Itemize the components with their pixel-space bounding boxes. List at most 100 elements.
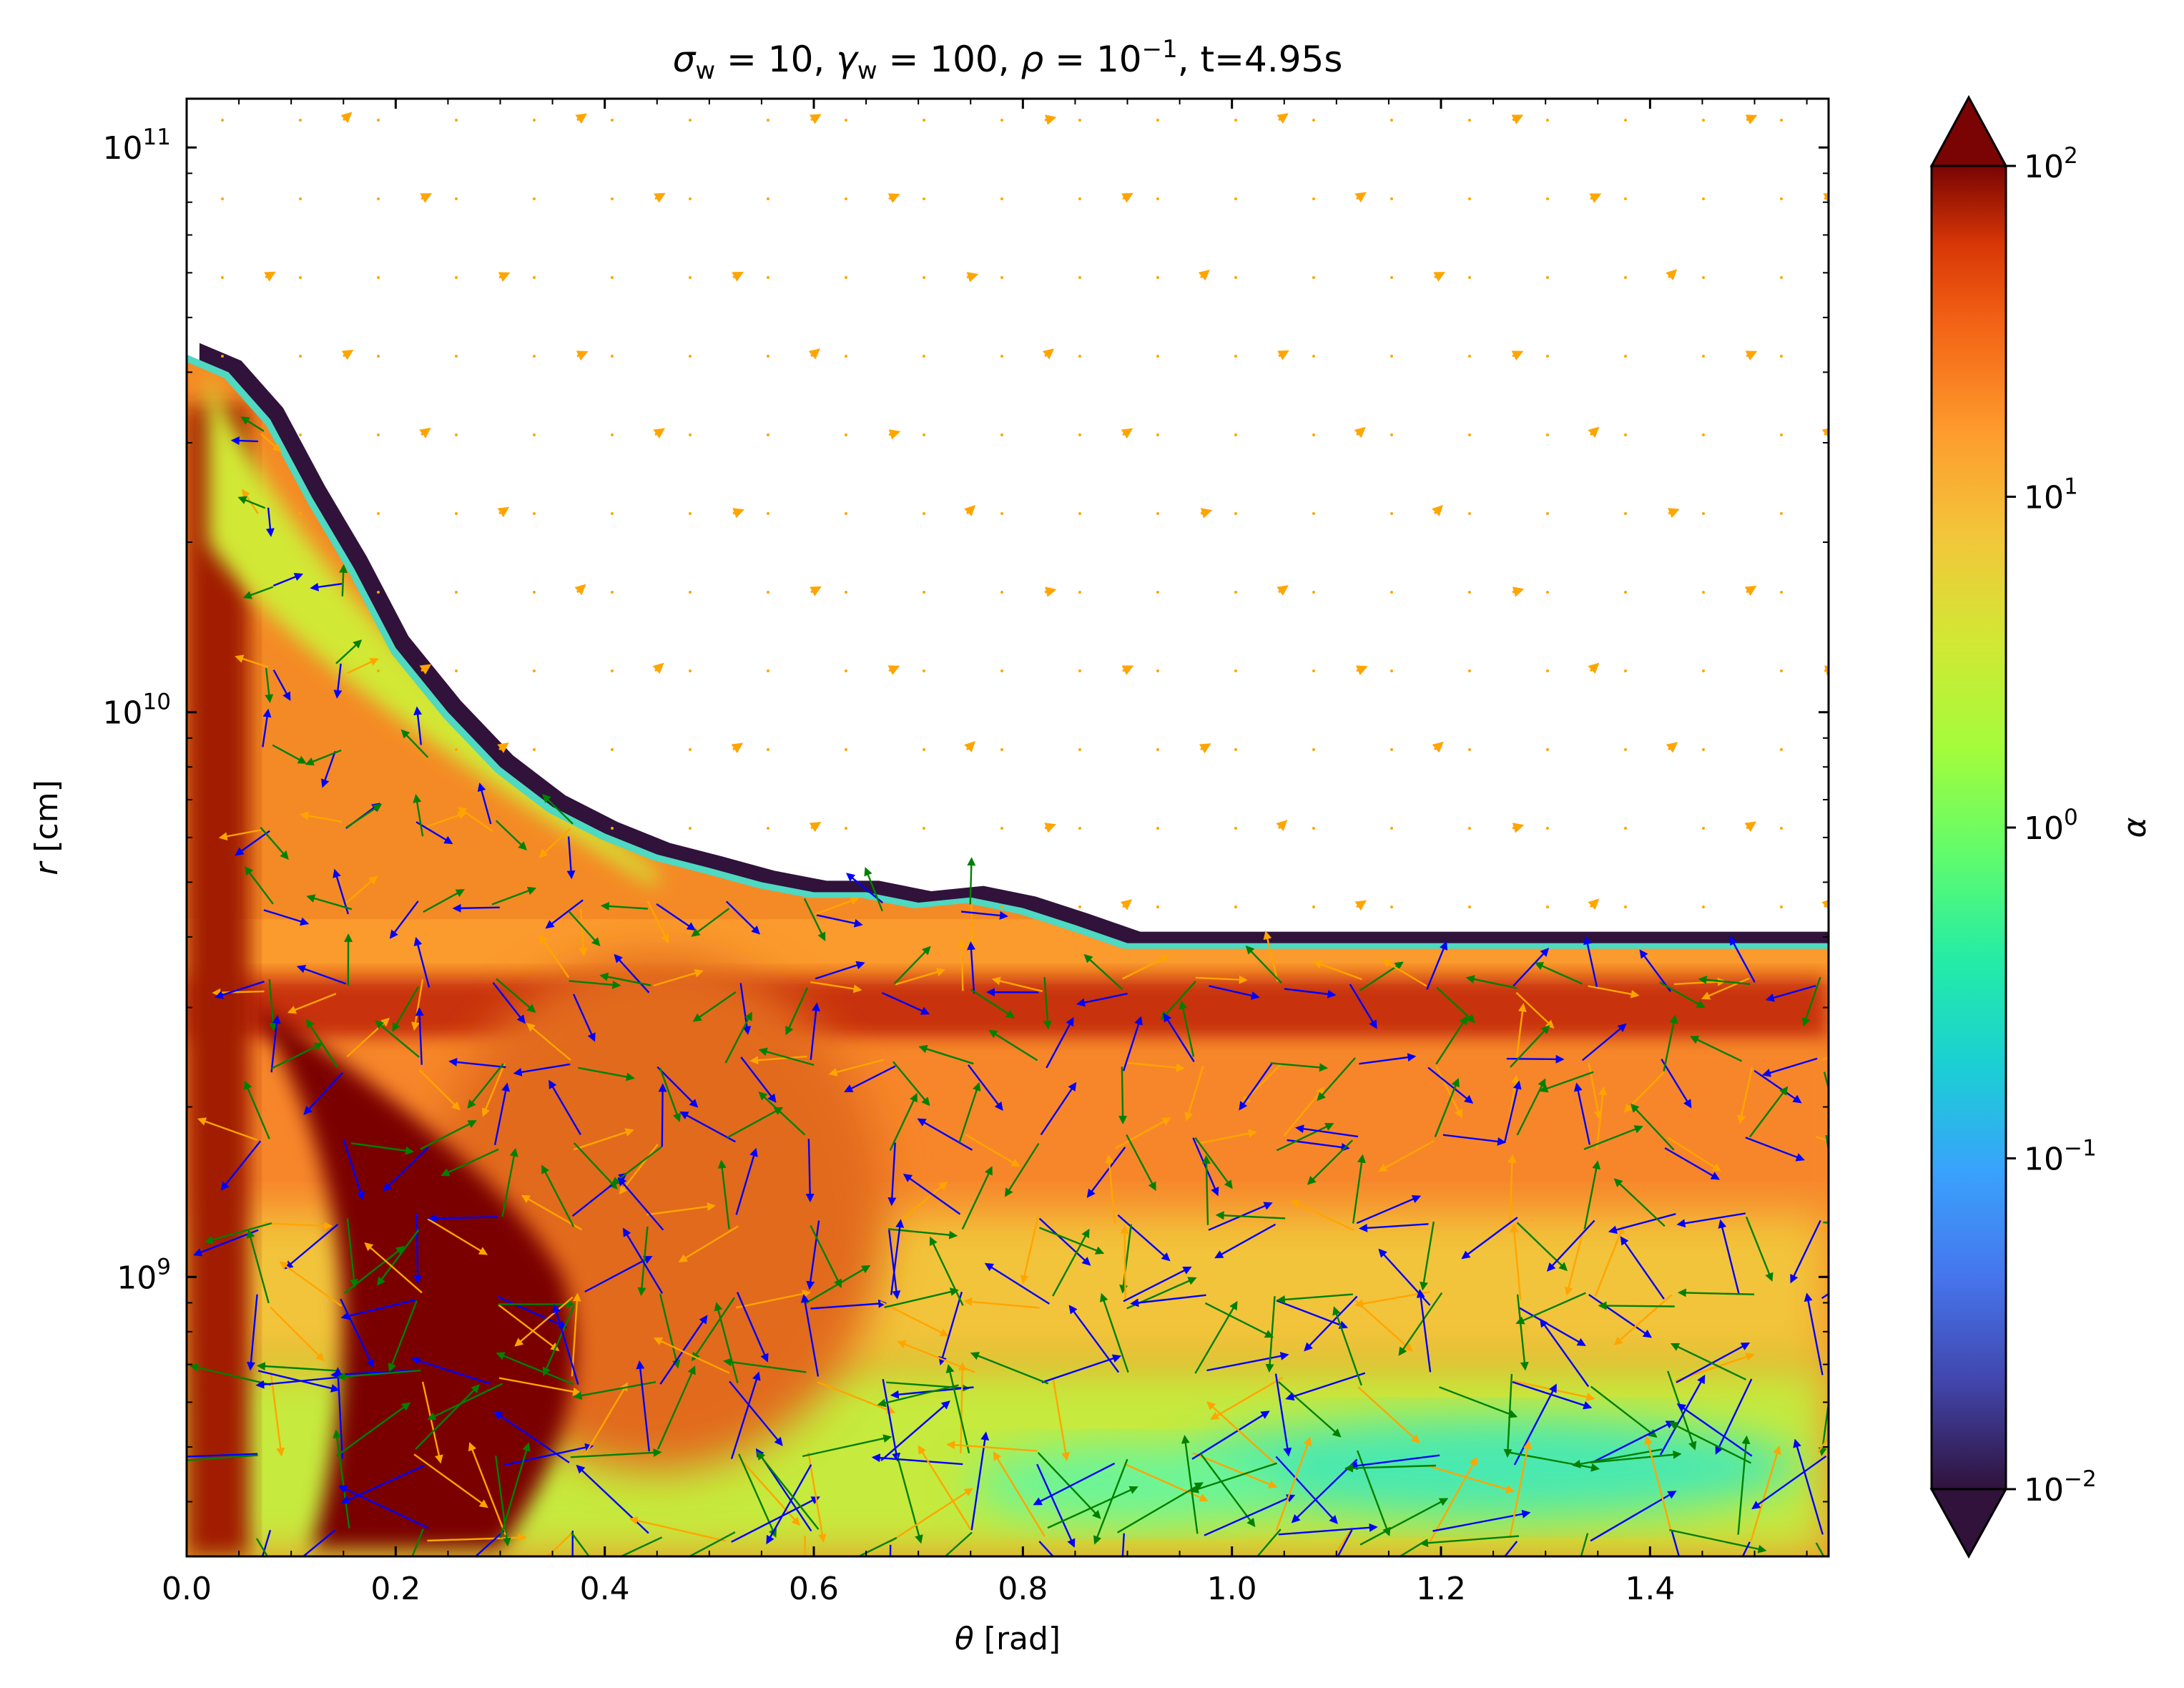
quiver-arrow: [800, 1293, 820, 1377]
quiver-arrow: [766, 1464, 812, 1545]
colorbar-tick-label: 10−1: [2024, 1136, 2097, 1178]
quiver-arrow: [599, 972, 651, 986]
quiver-arrow: [1661, 1059, 1692, 1109]
quiver-arrow: [1354, 426, 1366, 438]
quiver-dot: [1156, 669, 1159, 672]
quiver-arrow: [1644, 1435, 1673, 1533]
quiver-arrow: [1744, 585, 1757, 597]
quiver-dot: [1702, 748, 1705, 751]
quiver-arrow: [1744, 821, 1757, 833]
quiver-dot: [923, 827, 925, 830]
quiver-dot: [1312, 276, 1315, 279]
quiver-dot: [1312, 669, 1315, 672]
quiver-arrow: [749, 1055, 807, 1065]
quiver-arrow: [1256, 1528, 1282, 1556]
quiver-arrow: [1274, 1373, 1292, 1457]
quiver-dot: [1468, 827, 1471, 830]
quiver-arrow: [739, 983, 752, 1035]
quiver-arrow: [1199, 1453, 1256, 1528]
quiver-arrow: [493, 1410, 570, 1463]
quiver-arrow: [428, 1214, 498, 1223]
quiver-arrow: [1263, 931, 1279, 982]
quiver-arrow: [724, 1011, 752, 1064]
quiver-arrow: [1121, 665, 1134, 675]
quiver-dot: [1234, 669, 1237, 672]
quiver-arrow: [499, 1442, 531, 1539]
quiver-arrow: [1519, 1307, 1586, 1346]
quiver-dot: [299, 119, 302, 122]
quiver-dot: [1546, 276, 1549, 279]
quiver-arrow: [1436, 986, 1475, 1024]
quiver-arrow: [270, 1015, 281, 1073]
chart-title: σw = 10, γw = 100, ρ = 10−1, t=4.95s: [673, 35, 1343, 85]
quiver-arrow: [1824, 665, 1829, 676]
quiver-dot: [1624, 748, 1627, 751]
quiver-arrow: [257, 1370, 340, 1393]
quiver-dot: [1000, 748, 1003, 751]
quiver-arrow: [1534, 962, 1583, 985]
quiver-dot: [611, 355, 614, 358]
quiver-arrow: [1344, 1463, 1436, 1473]
quiver-arrow: [1580, 1533, 1589, 1556]
quiver-arrow: [1820, 1228, 1829, 1230]
quiver-dot: [455, 355, 458, 358]
quiver-arrow: [513, 1063, 571, 1076]
quiver-dot: [455, 669, 458, 672]
quiver-arrow: [341, 349, 354, 360]
quiver-arrow: [735, 1290, 812, 1309]
quiver-arrow: [1588, 426, 1600, 438]
quiver-arrow: [1516, 1222, 1568, 1272]
quiver-arrow: [929, 1236, 964, 1306]
quiver-dot: [845, 512, 847, 515]
quiver-arrow: [1121, 428, 1133, 439]
quiver-dot: [1624, 827, 1627, 830]
quiver-arrow: [887, 193, 900, 204]
quiver-arrow: [552, 1304, 579, 1385]
quiver-arrow: [893, 1181, 948, 1227]
quiver-arrow: [270, 1373, 285, 1457]
quiver-arrow: [498, 272, 511, 283]
quiver-arrow: [887, 665, 900, 675]
quiver-dot: [1156, 433, 1159, 436]
quiver-arrow: [727, 1106, 784, 1139]
quiver-dot: [1078, 276, 1081, 279]
quiver-arrow: [573, 1142, 618, 1189]
colorbar-ticks: 102 101 100 10−1 10−2: [2006, 143, 2097, 1508]
quiver-arrow: [1194, 1137, 1233, 1189]
quiver-arrow: [1753, 1069, 1802, 1104]
quiver-arrow: [218, 829, 261, 841]
quiver-arrow: [1163, 1013, 1195, 1062]
quiver-arrow: [723, 1358, 807, 1373]
quiver-arrow: [619, 1536, 663, 1556]
quiver-dot: [1468, 355, 1471, 358]
quiver-arrow: [1194, 1300, 1238, 1374]
hot-wedge: [249, 999, 575, 1549]
quiver-arrow: [306, 894, 353, 911]
quiver-arrow: [571, 1531, 591, 1556]
quiver-dot: [1078, 197, 1081, 200]
x-axis: 0.0 0.2 0.4 0.6 0.8 1.0 1.2 1.4: [162, 99, 1808, 1607]
quiver-arrow: [305, 749, 342, 766]
quiver-arrow: [339, 564, 348, 597]
quiver-arrow: [492, 982, 526, 1024]
quiver-arrow: [1195, 975, 1248, 984]
quiver-arrow: [235, 654, 269, 668]
quiver-dot: [923, 748, 925, 751]
quiver-arrow: [658, 1083, 667, 1147]
quiver-arrow: [333, 1429, 350, 1528]
quiver-arrow: [1801, 976, 1821, 1027]
quiver-dot: [1546, 906, 1549, 908]
quiver-arrow: [877, 1384, 959, 1408]
quiver-dot: [1390, 827, 1393, 830]
quiver-arrow: [271, 1043, 323, 1069]
quiver-arrow: [260, 827, 289, 860]
quiver-arrow: [918, 1445, 972, 1531]
quiver-arrow: [725, 901, 761, 935]
quiver-arrow: [418, 1069, 461, 1111]
quiver-dot: [1780, 827, 1783, 830]
quiver-arrow: [413, 706, 423, 745]
quiver-arrow: [717, 1159, 730, 1230]
quiver-dot: [1702, 433, 1705, 436]
quiver-arrow: [410, 1356, 491, 1385]
quiver-arrow: [1277, 1293, 1353, 1304]
